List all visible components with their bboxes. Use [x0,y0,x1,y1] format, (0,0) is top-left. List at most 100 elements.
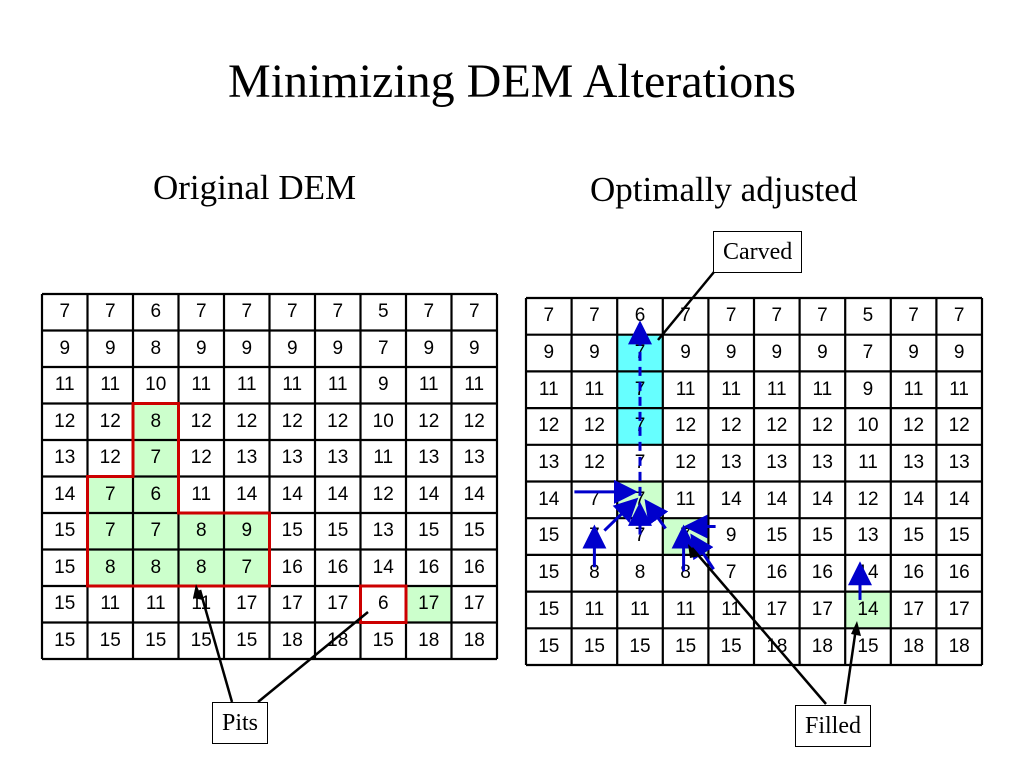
grid-cell: 14 [281,483,303,505]
grid-cell: 8 [178,549,224,586]
grid-cell: 7 [589,305,600,327]
grid-cell: 15 [766,525,788,547]
grid-cell: 8 [178,513,224,550]
grid-cell: 18 [811,635,833,657]
grid-cell: 8 [680,562,691,584]
grid-cell: 12 [902,415,925,437]
grid-row: 15 11 11 11 17 17 17 6 17 17 [42,586,497,623]
grid-cell: 12 [583,452,605,474]
grid-cell: 15 [811,525,833,547]
grid-row: 15 15 15 15 15 18 18 15 18 18 [42,623,497,660]
grid-cell: 12 [463,410,485,432]
grid-cell: 7 [468,301,480,323]
filled-callout: Filled [795,705,872,747]
grid-cell: 8 [150,337,162,359]
grid-row: 9 9 8 9 9 9 9 7 9 9 [42,331,497,368]
grid-cell: 12 [236,410,258,432]
grid-cell: 9 [423,337,435,359]
grid-cell: 7 [104,301,116,323]
grid-cell: 11 [54,374,75,396]
grid-cell: 7 [543,305,555,327]
grid-cell: 9 [589,342,600,364]
grid-cell: 13 [54,447,76,469]
grid-cell: 16 [902,562,925,584]
grid-cell: 13 [857,525,879,547]
grid-row: 11 11 10 11 11 11 11 9 11 11 [42,367,497,404]
grid-cell: 11 [464,374,485,396]
grid-cell: 15 [463,520,485,542]
grid-cell: 11 [584,378,605,400]
grid-cell: 12 [99,410,121,432]
grid-cell: 11 [191,483,212,505]
grid-cell: 13 [538,452,560,474]
grid-cell: 11 [721,378,742,400]
grid-cell: 9 [286,337,298,359]
grid-cell: 18 [766,635,788,657]
grid-cell: 14 [948,488,970,510]
grid-cell: 10 [857,415,879,437]
grid-cell: 17 [281,593,303,615]
grid-cell: 7 [133,440,179,477]
grid-cell: 15 [54,520,76,542]
grid-cell: 12 [675,415,697,437]
grid-cell: 7 [617,371,663,409]
grid-cell: 11 [630,598,650,620]
grid-cell: 5 [862,305,874,327]
grid-cell: 15 [99,629,121,651]
grid-cell: 9 [862,378,874,400]
grid-row: 14 7 7 11 14 14 14 12 14 14 [526,481,982,519]
grid-cell: 16 [811,562,833,584]
grid-cell: 9 [59,337,71,359]
grid-cell: 9 [468,337,480,359]
grid-cell: 12 [190,447,212,469]
grid-cell: 15 [720,635,742,657]
grid-cell: 7 [662,518,709,555]
grid-cell: 7 [589,488,600,510]
pits-callout: Pits [212,702,269,744]
grid-cell: 14 [845,591,891,629]
grid-cell: 12 [948,415,970,437]
grid-cell: 16 [766,562,788,584]
grid-cell: 13 [327,447,349,469]
grid-cell: 12 [538,415,560,437]
grid-cell: 17 [236,593,258,615]
grid-cell: 7 [195,301,207,323]
grid-row: 13 12 7 12 13 13 13 11 13 13 [526,445,982,482]
grid-cell: 7 [725,305,737,327]
grid-cell: 14 [766,488,788,510]
grid-cell: 13 [948,452,970,474]
grid-cell: 17 [811,598,833,620]
grid-cell: 16 [327,556,349,578]
grid-cell: 8 [133,549,179,586]
grid-cell: 7 [133,513,179,550]
grid-cell: 14 [236,483,258,505]
page-title: Minimizing DEM Alterations [228,55,796,108]
grid-cell: 14 [463,483,485,505]
grid-cell: 14 [902,488,925,510]
grid-cell: 15 [327,520,349,542]
grid-cell: 18 [327,629,349,651]
grid-cell: 13 [418,447,440,469]
grid-row: 11 11 7 11 11 11 11 9 11 11 [526,371,982,409]
grid-cell: 9 [725,525,737,547]
grid-cell: 11 [675,488,696,510]
adjusted-dem-grid: 7 7 6 7 7 7 7 5 7 7 9 9 7 9 9 9 9 7 9 9 11 11 7 11 11 11 11 9 11 11 12… [526,298,982,665]
grid-cell: 12 [675,452,697,474]
grid-cell: 15 [538,598,560,620]
grid-cell: 11 [191,374,212,396]
grid-cell: 12 [99,447,121,469]
grid-cell: 7 [680,305,691,327]
grid-cell: 9 [953,342,965,364]
grid-cell: 14 [372,556,394,578]
grid-cell: 11 [538,378,559,400]
grid-cell: 11 [236,374,257,396]
grid-cell: 10 [145,374,167,396]
grid-cell: 7 [241,301,253,323]
original-dem-title: Original DEM [153,168,357,207]
grid-cell: 11 [282,374,303,396]
grid-cell: 13 [463,447,485,469]
adjusted-dem-title: Optimally adjusted [590,170,858,209]
grid-cell: 17 [948,598,970,620]
grid-cell: 7 [59,301,71,323]
